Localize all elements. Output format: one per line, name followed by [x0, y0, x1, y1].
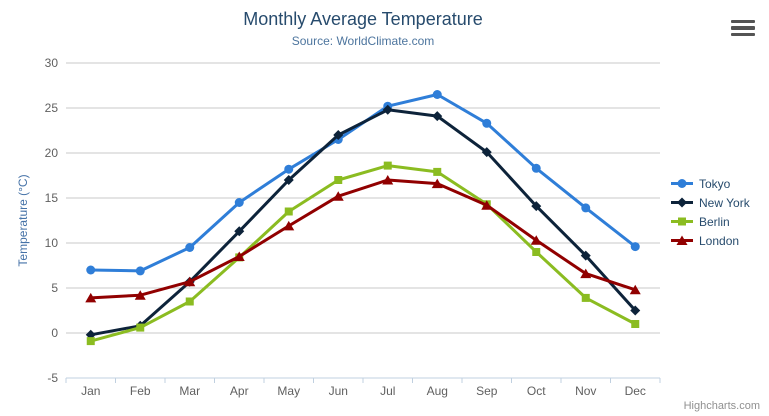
- context-menu-button[interactable]: [730, 17, 756, 39]
- svg-text:Jun: Jun: [329, 384, 348, 398]
- legend-item-london[interactable]: London: [670, 231, 750, 250]
- svg-text:15: 15: [45, 191, 59, 205]
- legend-item-tokyo[interactable]: Tokyo: [670, 174, 750, 193]
- svg-text:Sep: Sep: [476, 384, 498, 398]
- legend-label-tokyo: Tokyo: [699, 176, 731, 191]
- svg-text:10: 10: [45, 236, 59, 250]
- svg-text:Mar: Mar: [179, 384, 200, 398]
- svg-text:Dec: Dec: [625, 384, 646, 398]
- legend-marker-diamond-icon: [671, 197, 693, 208]
- svg-text:Aug: Aug: [427, 384, 448, 398]
- svg-text:20: 20: [45, 146, 59, 160]
- legend-marker-circle-icon: [671, 179, 693, 188]
- legend-marker-triangle-icon: [671, 235, 693, 245]
- svg-text:Feb: Feb: [130, 384, 151, 398]
- svg-text:25: 25: [45, 101, 59, 115]
- svg-text:Oct: Oct: [527, 384, 546, 398]
- svg-text:0: 0: [51, 326, 58, 340]
- legend-item-new-york[interactable]: New York: [670, 193, 750, 212]
- chart-title: Monthly Average Temperature: [243, 9, 483, 29]
- legend-label-new-york: New York: [699, 195, 750, 210]
- svg-text:Jul: Jul: [380, 384, 395, 398]
- svg-text:Temperature (°C): Temperature (°C): [16, 174, 30, 266]
- svg-text:May: May: [277, 384, 300, 398]
- chart-subtitle: Source: WorldClimate.com: [291, 34, 435, 48]
- svg-text:Nov: Nov: [575, 384, 596, 398]
- svg-text:30: 30: [45, 56, 59, 70]
- legend-item-berlin[interactable]: Berlin: [670, 212, 750, 231]
- svg-text:Jan: Jan: [81, 384, 100, 398]
- credits-link[interactable]: Highcharts.com: [683, 400, 760, 412]
- hamburger-menu-icon: [731, 19, 755, 37]
- legend: Tokyo New York Berlin London: [670, 174, 750, 250]
- legend-label-berlin: Berlin: [699, 214, 730, 229]
- svg-text:5: 5: [51, 281, 58, 295]
- legend-label-london: London: [699, 233, 740, 248]
- svg-text:-5: -5: [47, 371, 58, 385]
- svg-text:Apr: Apr: [230, 384, 249, 398]
- legend-marker-square-icon: [671, 217, 693, 226]
